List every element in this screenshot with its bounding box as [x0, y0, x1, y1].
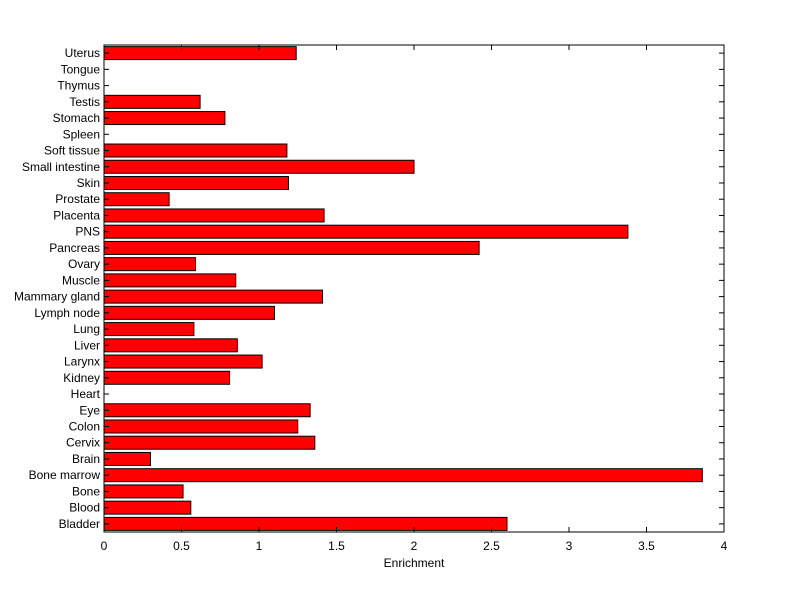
x-tick-label: 2: [411, 539, 418, 553]
y-tick-label: Blood: [69, 501, 100, 515]
y-tick-label: Kidney: [63, 371, 100, 385]
y-tick-label: Prostate: [55, 192, 100, 206]
x-tick-label: 1: [256, 539, 263, 553]
y-tick-label: Bone marrow: [29, 468, 101, 482]
bar: [103, 484, 184, 499]
bar: [103, 516, 508, 531]
x-tick-label: 2.5: [483, 539, 500, 553]
bar: [103, 500, 192, 515]
bar: [103, 224, 629, 239]
bar: [103, 370, 231, 385]
y-tick-label: Brain: [72, 452, 100, 466]
bar: [103, 257, 196, 272]
bar: [103, 175, 289, 190]
y-tick-label: Cervix: [66, 436, 100, 450]
y-tick-label: Mammary gland: [14, 290, 100, 304]
y-tick-label: Muscle: [62, 273, 100, 287]
bar: [103, 111, 226, 126]
bar: [103, 468, 703, 483]
bar: [103, 143, 288, 158]
bar: [103, 305, 275, 320]
bar: [103, 322, 195, 337]
y-tick-label: Skin: [77, 176, 100, 190]
y-tick-label: Larynx: [64, 355, 100, 369]
bar: [103, 273, 237, 288]
y-tick-label: Colon: [69, 419, 100, 433]
bar: [103, 451, 151, 466]
y-tick-label: Eye: [79, 403, 100, 417]
plot-area: [103, 44, 725, 533]
bar: [103, 159, 415, 174]
bar: [103, 46, 297, 61]
x-tick-label: 0: [101, 539, 108, 553]
y-tick-label: Bone: [72, 484, 100, 498]
bar: [103, 289, 324, 304]
bar: [103, 240, 480, 255]
bar: [103, 208, 325, 223]
y-tick-label: PNS: [75, 225, 100, 239]
y-tick-label: Small intestine: [22, 160, 100, 174]
y-tick-label: Soft tissue: [44, 144, 100, 158]
y-tick-label: Placenta: [53, 208, 100, 222]
y-tick-label: Spleen: [63, 127, 100, 141]
y-tick-label: Uterus: [65, 46, 100, 60]
y-tick-label: Bladder: [59, 517, 100, 531]
bar: [103, 192, 170, 207]
y-tick-label: Tongue: [61, 62, 101, 76]
y-tick-label: Heart: [71, 387, 101, 401]
y-tick-label: Testis: [69, 95, 100, 109]
bar: [103, 419, 299, 434]
bar: [103, 94, 201, 109]
bar: [103, 403, 311, 418]
bar: [103, 338, 238, 353]
x-tick-label: 0.5: [173, 539, 190, 553]
y-tick-label: Lung: [73, 322, 100, 336]
y-tick-label: Liver: [74, 338, 100, 352]
bar: [103, 435, 316, 450]
x-tick-label: 4: [721, 539, 728, 553]
bar: [103, 354, 263, 369]
x-tick-label: 3: [566, 539, 573, 553]
y-tick-label: Lymph node: [34, 306, 100, 320]
x-axis-label: Enrichment: [384, 556, 445, 570]
x-tick-label: 3.5: [638, 539, 655, 553]
y-tick-label: Pancreas: [49, 241, 100, 255]
y-tick-label: Stomach: [53, 111, 100, 125]
y-tick-label: Thymus: [57, 79, 100, 93]
y-tick-label: Ovary: [68, 257, 100, 271]
x-tick-label: 1.5: [328, 539, 345, 553]
